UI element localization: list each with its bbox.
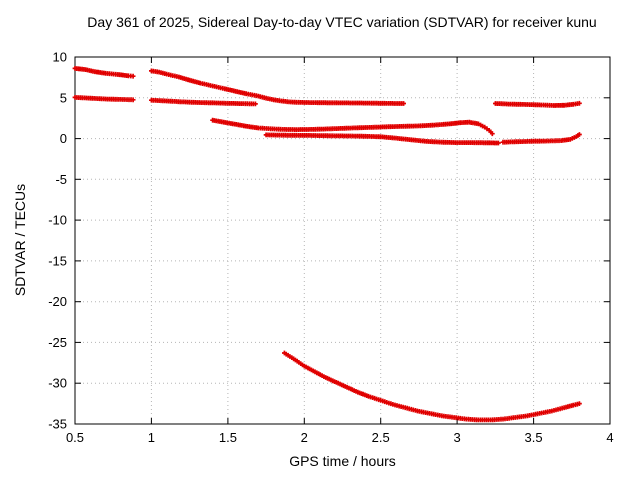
series-track-c xyxy=(72,95,136,103)
plot-border xyxy=(74,56,611,425)
series-track-a xyxy=(72,66,136,79)
series-track-d xyxy=(210,117,495,137)
y-tick-label: 0 xyxy=(60,131,67,146)
x-tick-label: 0.5 xyxy=(66,430,84,445)
chart-title: Day 361 of 2025, Sidereal Day-to-day VTE… xyxy=(87,14,597,30)
x-tick-label: 3.5 xyxy=(525,430,543,445)
x-tick-label: 1 xyxy=(148,430,155,445)
x-tick-label: 4 xyxy=(606,430,613,445)
y-tick-label: -20 xyxy=(48,294,67,309)
x-axis-label: GPS time / hours xyxy=(289,453,396,469)
series-track-c2 xyxy=(149,97,258,107)
y-tick-label: -25 xyxy=(48,335,67,350)
y-tick-label: 5 xyxy=(60,90,67,105)
series-track-e xyxy=(263,132,501,146)
series-track-b xyxy=(149,68,406,106)
series-track-g xyxy=(493,100,582,108)
y-tick-label: -35 xyxy=(48,417,67,432)
y-tick-label: -10 xyxy=(48,213,67,228)
y-tick-label: -15 xyxy=(48,253,67,268)
y-tick-label: -5 xyxy=(55,172,67,187)
y-tick-label: -30 xyxy=(48,376,67,391)
x-tick-label: 3 xyxy=(453,430,460,445)
y-tick-label: 10 xyxy=(53,50,67,65)
y-axis-label: SDTVAR / TECUs xyxy=(12,183,28,297)
series-track-f xyxy=(500,132,582,145)
x-tick-label: 2.5 xyxy=(372,430,390,445)
x-tick-label: 1.5 xyxy=(219,430,237,445)
series-track-h-dip xyxy=(282,350,582,423)
x-tick-label: 2 xyxy=(301,430,308,445)
